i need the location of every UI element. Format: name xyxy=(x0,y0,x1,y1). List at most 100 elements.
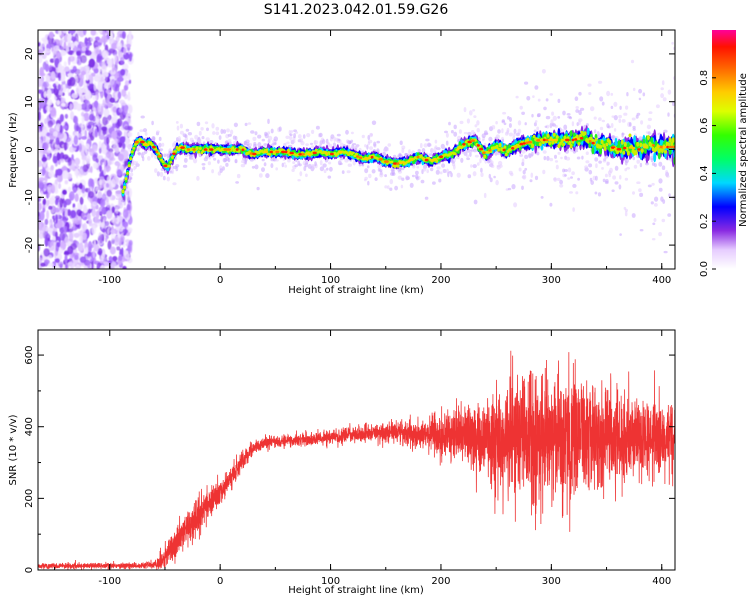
noise-blob xyxy=(116,76,124,82)
noise-blob xyxy=(122,142,126,150)
noise-blob xyxy=(73,46,77,53)
noise-blob xyxy=(44,218,49,226)
signal-halo xyxy=(215,131,220,136)
signal-halo xyxy=(599,96,604,102)
noise-blob xyxy=(93,244,100,252)
signal-halo xyxy=(176,125,180,131)
signal-halo xyxy=(161,142,165,147)
signal-halo xyxy=(292,139,296,144)
snr-x-tick-label: 100 xyxy=(321,576,340,587)
signal-peak xyxy=(192,148,196,151)
signal-peak xyxy=(662,145,668,149)
signal-peak xyxy=(666,145,670,149)
noise-blob xyxy=(55,214,58,224)
signal-halo xyxy=(604,180,609,185)
signal-halo xyxy=(137,152,141,155)
signal-halo xyxy=(662,199,666,204)
signal-halo xyxy=(489,177,493,183)
signal-halo xyxy=(225,162,229,167)
noise-blob xyxy=(105,165,111,172)
signal-halo xyxy=(435,169,440,175)
signal-halo xyxy=(270,163,274,169)
signal-halo xyxy=(571,121,575,127)
signal-halo xyxy=(619,233,622,236)
signal-halo xyxy=(261,138,265,142)
signal-band-yellow xyxy=(541,140,545,145)
noise-blob xyxy=(94,216,99,225)
signal-halo xyxy=(575,109,580,113)
signal-halo xyxy=(651,182,655,186)
noise-blob xyxy=(52,236,56,241)
signal-halo xyxy=(337,138,341,142)
signal-halo xyxy=(220,128,224,135)
signal-halo xyxy=(545,115,551,120)
noise-blob xyxy=(40,262,46,267)
signal-halo xyxy=(389,187,393,191)
signal-peak xyxy=(536,139,541,142)
noise-blob xyxy=(69,103,73,112)
signal-peak xyxy=(359,156,363,159)
signal-halo xyxy=(448,121,451,126)
signal-halo xyxy=(533,122,537,127)
noise-blob xyxy=(95,49,100,55)
signal-halo xyxy=(647,131,651,135)
signal-halo xyxy=(451,161,455,164)
signal-halo xyxy=(515,132,520,137)
signal-halo xyxy=(597,192,602,197)
signal-halo xyxy=(491,125,496,130)
signal-halo xyxy=(321,139,326,145)
noise-blob xyxy=(108,148,114,153)
signal-halo xyxy=(567,177,571,180)
noise-blob xyxy=(128,188,132,198)
signal-halo xyxy=(628,122,632,127)
signal-halo xyxy=(518,167,522,172)
signal-halo xyxy=(415,170,419,175)
noise-blob xyxy=(97,191,103,199)
signal-halo xyxy=(399,167,402,172)
signal-peak xyxy=(433,157,438,161)
signal-peak xyxy=(301,153,305,156)
signal-peak xyxy=(152,145,156,149)
signal-halo xyxy=(595,163,598,169)
signal-halo xyxy=(653,218,657,222)
signal-halo xyxy=(205,155,209,159)
spectrogram-x-tick-label: -100 xyxy=(98,275,121,286)
noise-blob xyxy=(47,120,54,127)
snr-x-tick-label: -100 xyxy=(98,576,121,587)
signal-peak xyxy=(539,138,543,142)
signal-halo xyxy=(236,173,241,179)
signal-peak xyxy=(479,147,484,151)
noise-blob xyxy=(101,61,107,70)
signal-halo xyxy=(624,160,628,166)
noise-blob xyxy=(104,221,110,227)
noise-blob xyxy=(80,70,86,76)
noise-blob xyxy=(82,232,87,240)
signal-halo xyxy=(509,117,512,122)
signal-halo xyxy=(472,164,477,169)
signal-halo xyxy=(638,188,642,193)
signal-halo xyxy=(598,160,602,164)
noise-blob xyxy=(94,128,98,138)
signal-halo xyxy=(483,192,487,199)
signal-halo xyxy=(564,169,568,172)
noise-blob xyxy=(105,183,110,188)
signal-band-yellow xyxy=(551,140,555,145)
signal-halo xyxy=(234,159,238,164)
noise-blob xyxy=(86,43,90,49)
signal-halo xyxy=(619,105,622,110)
signal-halo xyxy=(564,174,567,177)
noise-blob xyxy=(68,30,76,35)
signal-halo xyxy=(411,174,415,178)
signal-band-yellow xyxy=(161,160,165,164)
signal-halo xyxy=(533,129,537,133)
signal-halo xyxy=(578,91,582,96)
noise-blob xyxy=(48,197,55,206)
signal-halo xyxy=(511,184,516,190)
signal-halo xyxy=(227,139,232,142)
noise-blob xyxy=(98,206,105,215)
noise-blob xyxy=(79,256,87,264)
signal-halo xyxy=(601,101,605,106)
noise-blob xyxy=(38,232,44,239)
signal-halo xyxy=(585,160,590,164)
